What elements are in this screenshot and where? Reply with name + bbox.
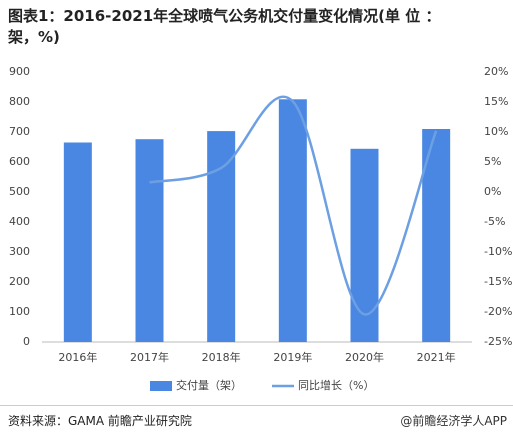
y-tick-label: 400 (9, 215, 30, 228)
y-tick-label: 900 (9, 65, 30, 78)
bar (63, 142, 92, 342)
line (149, 95, 438, 316)
bar (350, 148, 379, 342)
bar (278, 99, 307, 342)
y2-tick-label: 10% (484, 125, 508, 138)
y-tick-label: 100 (9, 305, 30, 318)
y2-tick-label: 5% (484, 155, 501, 168)
chart: 0 100 200 300 400 500 600 700 800 900 -25% -20% -15%… (9, 65, 512, 392)
x-tick-label: 2016年 (58, 350, 97, 364)
y2-tick-label: -20% (484, 305, 512, 318)
separator (0, 405, 513, 406)
y-tick-label: 200 (9, 275, 30, 288)
x-tick-label: 2020年 (345, 350, 384, 364)
legend-swatch (150, 381, 172, 391)
y-tick-label: 0 (23, 335, 30, 348)
x-tick-label: 2018年 (202, 350, 241, 364)
x-tick-label: 2017年 (130, 350, 169, 364)
y2-tick-label: 0% (484, 185, 501, 198)
bar (207, 131, 236, 342)
chart-title: 图表1：2016-2021年全球喷气公务机交付量变化情况(单 位 ：架，%) (8, 7, 441, 46)
y2-tick-label: -15% (484, 275, 512, 288)
y2-tick-label: -25% (484, 335, 512, 348)
y2-tick-label: -5% (484, 215, 505, 228)
source: 资料来源：GAMA 前瞻产业研究院 (8, 414, 192, 428)
legend-label: 同比增长（%） (298, 378, 374, 392)
y-tick-label: 700 (9, 125, 30, 138)
bar (135, 139, 164, 342)
y2-tick-label: 15% (484, 95, 508, 108)
x-tick-label: 2021年 (417, 350, 456, 364)
legend-label: 交付量（架） (176, 378, 242, 392)
watermark: @前瞻经济学人APP (400, 414, 507, 428)
x-tick-label: 2019年 (273, 350, 312, 364)
y-tick-label: 300 (9, 245, 30, 258)
y2-tick-label: -10% (484, 245, 512, 258)
y-tick-label: 600 (9, 155, 30, 168)
y-tick-label: 800 (9, 95, 30, 108)
y-tick-label: 500 (9, 185, 30, 198)
y2-tick-label: 20% (484, 65, 508, 78)
